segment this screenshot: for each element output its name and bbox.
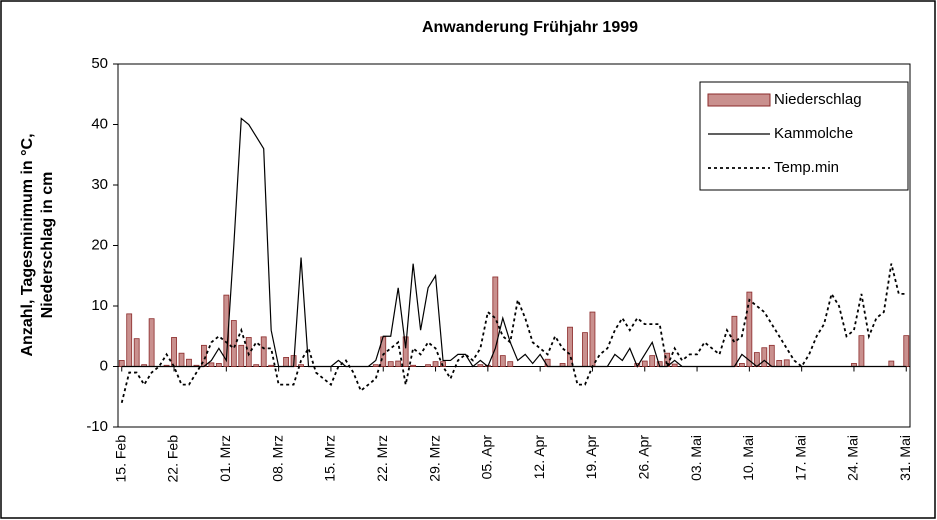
bar [783, 359, 790, 367]
bar [738, 363, 745, 367]
y-tick-label: 50 [91, 55, 108, 72]
bar [395, 360, 402, 367]
bar [208, 362, 215, 367]
x-tick-label: 19. Apr [583, 435, 599, 480]
bar [387, 361, 394, 367]
bar [253, 364, 260, 367]
bar [858, 335, 865, 367]
bar [298, 364, 304, 367]
x-tick-label: 15. Mrz [322, 435, 338, 482]
chart-title: Anwanderung Frühjahr 1999 [422, 19, 638, 36]
bar [410, 364, 417, 367]
bar [178, 352, 185, 367]
bar [133, 338, 140, 367]
bar [761, 347, 768, 367]
bar [260, 336, 267, 367]
bar [507, 361, 514, 367]
y-tick-label: 10 [91, 297, 108, 314]
bar [477, 364, 484, 367]
bar [582, 332, 588, 367]
bar [671, 363, 678, 367]
bar [245, 337, 252, 367]
bar [567, 326, 573, 367]
y-tick-label: 30 [91, 176, 108, 193]
bar [641, 360, 648, 367]
bar [746, 291, 753, 367]
x-tick-label: 22. Feb [165, 435, 181, 483]
bar [402, 336, 409, 367]
bar [372, 364, 379, 367]
bar [440, 361, 446, 367]
bar [238, 344, 245, 367]
x-tick-label: 10. Mai [740, 435, 756, 481]
bar [492, 276, 499, 367]
x-tick-label: 03. Mai [688, 435, 704, 481]
legend-label: Niederschlag [774, 91, 862, 108]
bar [888, 360, 895, 367]
bar [148, 318, 155, 367]
y-tick-label: 20 [91, 236, 108, 253]
x-tick-label: 31. Mai [897, 435, 913, 481]
bar [499, 355, 506, 367]
y-tick-label: 0 [100, 357, 108, 374]
bar [903, 335, 910, 367]
y-axis-title: Anzahl, Tagesminimum in °C, Niederschlag… [19, 133, 56, 356]
bar [230, 320, 237, 367]
legend-swatch [707, 93, 771, 107]
x-tick-label: 17. Mai [792, 435, 808, 481]
bar [649, 355, 656, 367]
y-tick-label: -10 [86, 418, 108, 435]
bar [283, 357, 290, 367]
x-tick-label: 15. Feb [112, 435, 128, 483]
bar [186, 358, 192, 367]
bar [589, 311, 596, 367]
legend-label: Temp.min [774, 159, 839, 176]
bar [215, 363, 222, 367]
x-tick-label: 12. Apr [531, 435, 547, 480]
x-tick-label: 08. Mrz [269, 435, 285, 482]
y-label-line: Anzahl, Tagesminimum in °C, [19, 133, 36, 356]
bar [118, 360, 125, 367]
legend-label: Kammolche [774, 125, 853, 142]
bar [126, 313, 133, 367]
y-label-line: Niederschlag in cm [39, 172, 56, 319]
line [121, 117, 907, 368]
x-tick-label: 29. Mrz [426, 435, 442, 482]
bar [268, 364, 275, 367]
bar [768, 344, 775, 367]
bar [171, 337, 177, 367]
x-tick-label: 01. Mrz [217, 435, 233, 482]
x-tick-label: 26. Apr [635, 435, 651, 480]
bar [425, 364, 431, 367]
bar [432, 361, 439, 367]
y-tick-label: 40 [91, 115, 108, 132]
bar [776, 360, 783, 367]
x-tick-label: 24. Mai [845, 435, 861, 481]
x-tick-label: 05. Apr [479, 435, 495, 480]
x-tick-label: 22. Mrz [374, 435, 390, 482]
line [120, 263, 907, 404]
